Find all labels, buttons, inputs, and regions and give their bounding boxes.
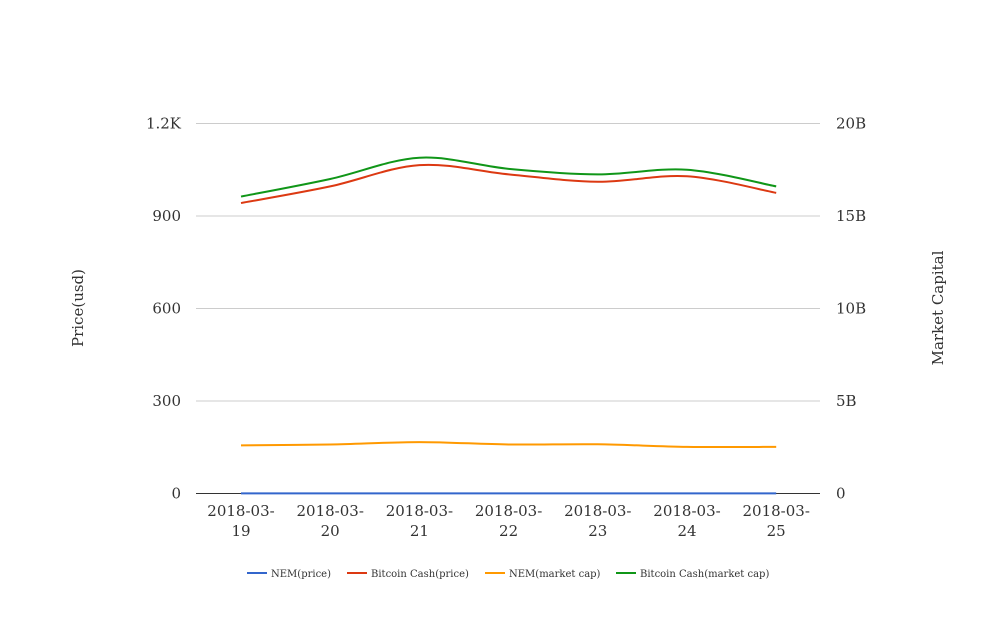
legend-label: Bitcoin Cash(market cap) <box>640 569 769 580</box>
series-lines <box>241 158 776 494</box>
series-line-nem-market-cap <box>241 442 776 447</box>
left-axis-title: Price(usd) <box>69 269 87 347</box>
x-tick-label: 2018-03-21 <box>386 502 453 540</box>
legend-label: Bitcoin Cash(price) <box>371 569 469 580</box>
x-tick-label: 2018-03-20 <box>296 502 363 540</box>
left-tick-label: 300 <box>152 392 181 410</box>
right-tick-label: 10B <box>836 300 866 318</box>
legend-label: NEM(market cap) <box>509 569 601 580</box>
left-tick-label: 0 <box>171 485 181 503</box>
x-tick-label: 2018-03-19 <box>207 502 274 540</box>
left-axis-ticks: 0 300 600 900 1.2K <box>146 115 182 503</box>
x-tick-label: 2018-03-24 <box>653 502 720 540</box>
legend: NEM(price) Bitcoin Cash(price) NEM(market … <box>247 569 769 580</box>
gridlines <box>196 124 820 494</box>
left-tick-label: 600 <box>152 300 181 318</box>
left-tick-label: 1.2K <box>146 115 182 133</box>
left-tick-label: 900 <box>152 207 181 225</box>
x-tick-label: 2018-03-22 <box>475 502 542 540</box>
legend-label: NEM(price) <box>271 569 331 580</box>
right-tick-label: 5B <box>836 392 857 410</box>
x-tick-label: 2018-03-23 <box>564 502 631 540</box>
right-axis-title: Market Capital <box>929 250 947 365</box>
right-tick-label: 0 <box>836 485 846 503</box>
x-tick-label: 2018-03-25 <box>742 502 809 540</box>
right-tick-label: 15B <box>836 207 866 225</box>
right-tick-label: 20B <box>836 115 866 133</box>
right-axis-ticks: 0 5B 10B 15B 20B <box>836 115 866 503</box>
x-axis-ticks: 2018-03-19 2018-03-20 2018-03-21 2018-03-22… <box>207 502 810 540</box>
